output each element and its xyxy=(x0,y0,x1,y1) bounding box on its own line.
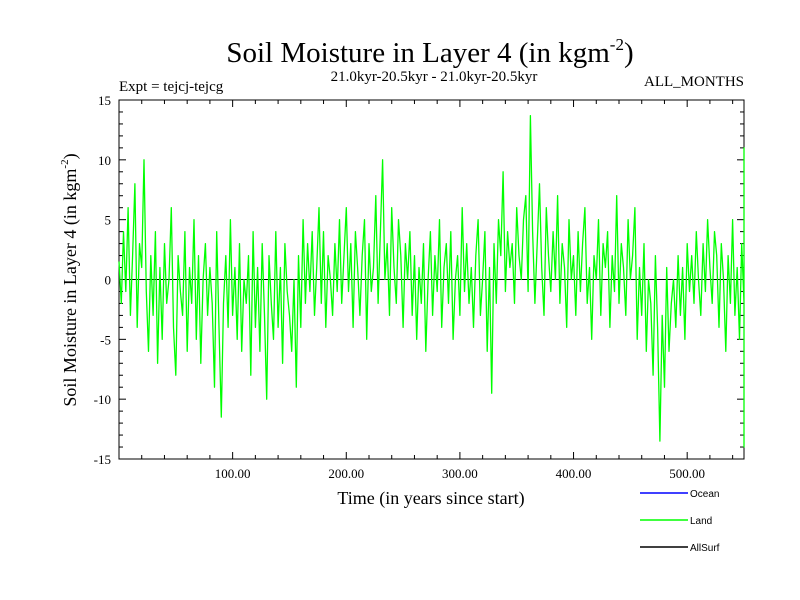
experiment-label: Expt = tejcj-tejcg xyxy=(119,79,224,95)
x-tick-label: 200.00 xyxy=(328,466,364,481)
legend: Ocean Land AllSurf xyxy=(640,489,720,554)
legend-label-allsurf: AllSurf xyxy=(690,543,720,554)
months-label: ALL_MONTHS xyxy=(644,74,744,90)
legend-label-ocean: Ocean xyxy=(690,489,719,500)
y-tick-label: -5 xyxy=(100,332,111,347)
legend-label-land: Land xyxy=(690,516,712,527)
y-tick-label: -15 xyxy=(94,452,111,467)
y-tick-label: 0 xyxy=(105,273,112,288)
x-axis-label: Time (in years since start) xyxy=(337,488,524,509)
x-axis: 100.00 200.00 300.00 400.00 500.00 xyxy=(141,100,734,481)
period-label: 21.0kyr-20.5kyr - 21.0kyr-20.5kyr xyxy=(331,69,538,85)
y-tick-label: -10 xyxy=(94,392,111,407)
x-tick-label: 500.00 xyxy=(669,466,705,481)
y-axis-label: Soil Moisture in Layer 4 (in kgm-2) xyxy=(59,153,81,406)
x-tick-label: 400.00 xyxy=(556,466,592,481)
y-tick-label: 10 xyxy=(98,153,111,168)
x-tick-label: 300.00 xyxy=(442,466,478,481)
y-tick-label: 5 xyxy=(105,213,112,228)
chart-title: Soil Moisture in Layer 4 (in kgm-2) xyxy=(226,35,633,69)
y-tick-label: 15 xyxy=(98,93,111,108)
series-line-land xyxy=(118,114,745,448)
x-tick-label: 100.00 xyxy=(215,466,251,481)
